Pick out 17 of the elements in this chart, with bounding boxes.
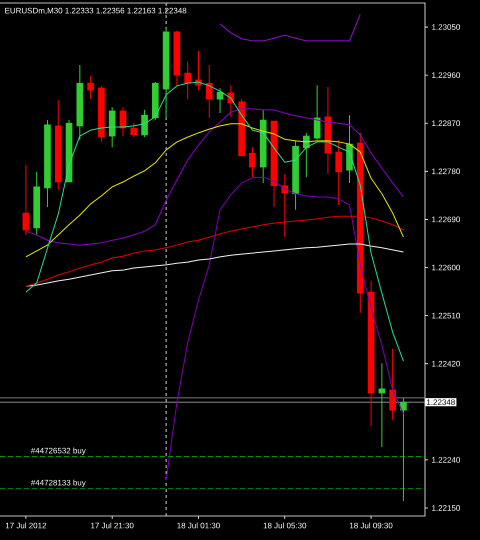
candlestick <box>130 122 138 138</box>
candlestick <box>120 106 126 137</box>
candlestick <box>400 397 407 502</box>
candlestick <box>184 61 192 100</box>
candlestick <box>335 139 342 206</box>
line-series <box>25 123 404 258</box>
candlestick <box>22 164 30 236</box>
candlestick <box>378 362 386 448</box>
candlestick <box>314 84 320 140</box>
candlestick <box>206 64 213 118</box>
candlestick <box>87 76 94 100</box>
line-series <box>166 176 404 481</box>
candlestick <box>389 348 396 420</box>
candlestick <box>141 109 148 138</box>
candlestick <box>216 87 224 114</box>
line-series <box>25 244 404 287</box>
candlestick <box>249 146 256 178</box>
